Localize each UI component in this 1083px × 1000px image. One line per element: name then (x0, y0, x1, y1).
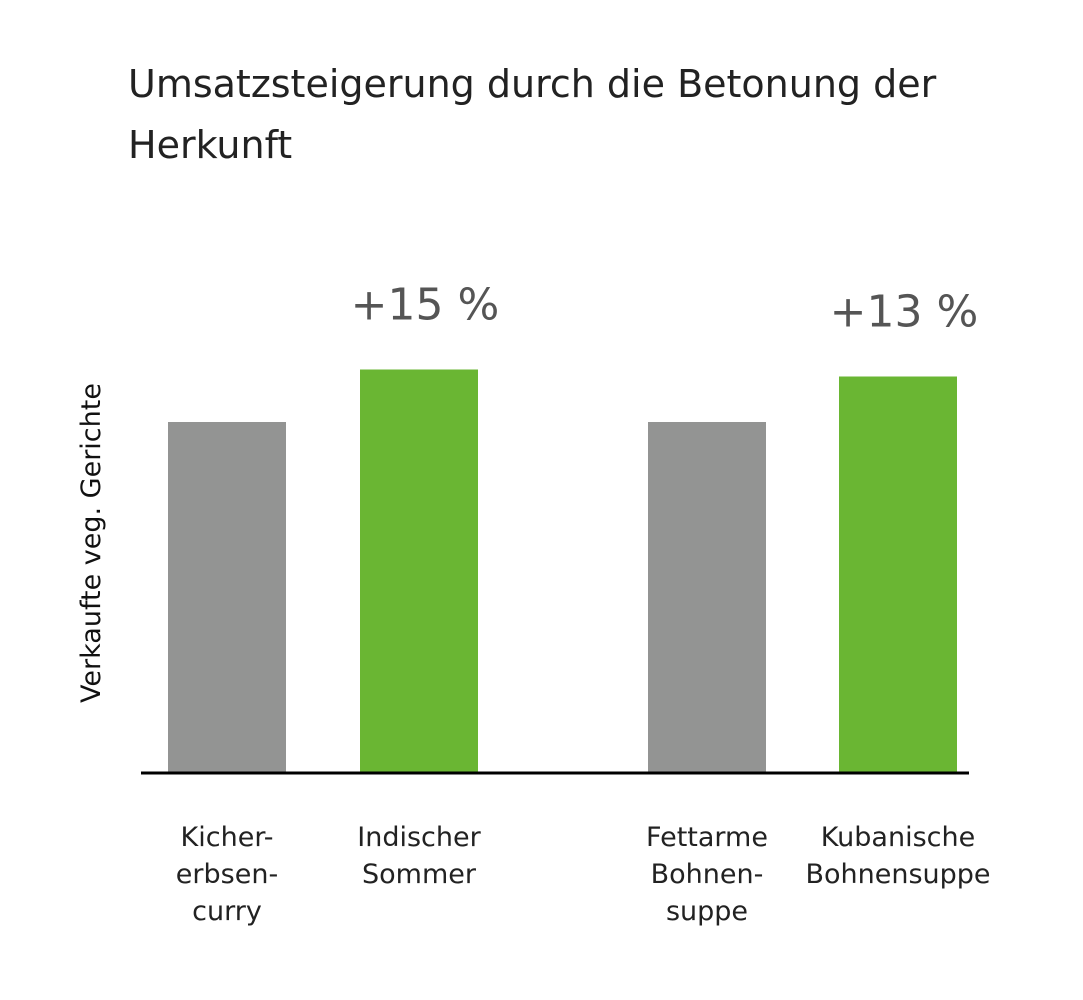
category-labels-group: Kicher-erbsen-curry Indischer Sommer Fettar… (176, 822, 991, 927)
category-label-4: Kubanische Bohnensuppe (805, 822, 990, 890)
category-label-2: Indischer Sommer (357, 822, 481, 890)
bar-2 (360, 369, 478, 772)
increase-annotation-1: +15 % (351, 280, 500, 331)
y-axis-label: Verkaufte veg. Gerichte (76, 383, 107, 703)
category-label-1: Kicher-erbsen-curry (176, 822, 278, 927)
chart-title: Umsatzsteigerung durch die Betonung der … (128, 62, 937, 167)
category-label-3: Fettarme Bohnen-suppe (646, 822, 768, 927)
bars-group (168, 369, 957, 772)
annotations-group: +15 % +13 % (351, 280, 979, 338)
increase-annotation-2: +13 % (830, 287, 979, 338)
bar-1 (168, 422, 286, 772)
bar-4 (839, 376, 957, 772)
bar-3 (648, 422, 766, 772)
